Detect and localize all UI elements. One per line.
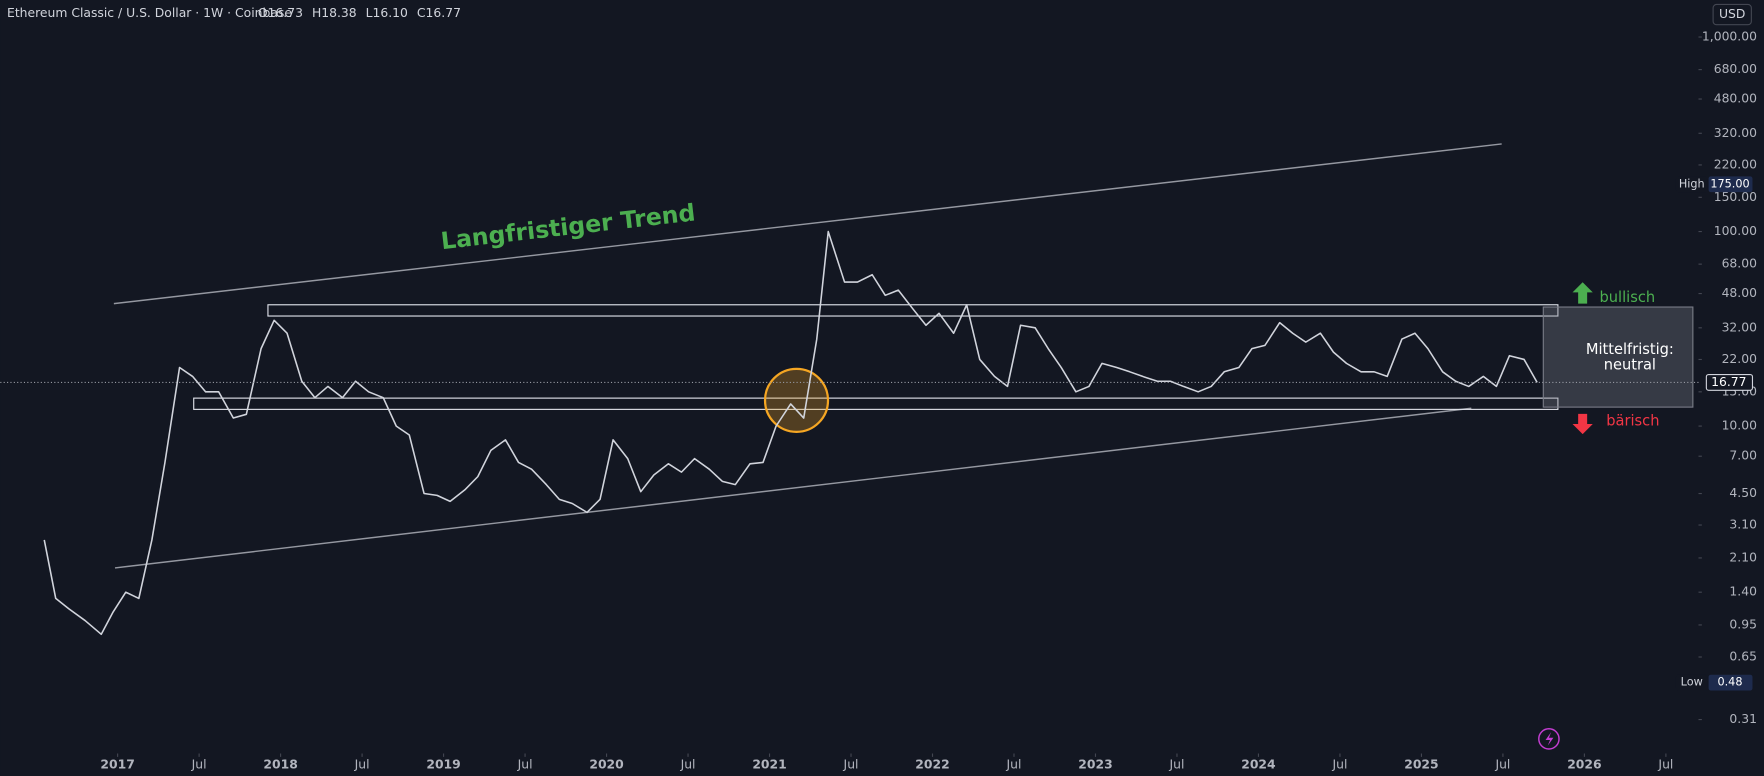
neutral-label: Mittelfristig: [1586, 341, 1674, 358]
x-tick-label: Jul [843, 757, 859, 771]
alert-icon[interactable] [1538, 728, 1560, 750]
x-tick-label: Jul [354, 757, 370, 771]
ohlc-value: 16.10 [373, 6, 409, 20]
ohlc-value: 16.73 [268, 6, 303, 20]
x-tick-label: 2023 [1078, 757, 1112, 771]
x-tick-label: Jul [191, 757, 207, 771]
x-tick-label: 2018 [263, 757, 297, 771]
x-tick-label: Jul [1331, 757, 1347, 771]
x-tick-label: 2021 [752, 757, 786, 771]
y-tick-label: 48.00 [1722, 286, 1758, 300]
ohlc-value: 18.38 [321, 6, 357, 20]
symbol-title: Ethereum Classic / U.S. Dollar · 1W · Co… [7, 6, 292, 20]
y-tick-label: 22.00 [1722, 352, 1758, 366]
ohlc-name: O [258, 6, 268, 20]
x-tick-label: Jul [1006, 757, 1022, 771]
y-tick-label: 10.00 [1722, 419, 1758, 433]
ohlc-value: 16.77 [426, 6, 461, 20]
last-price-tag [1705, 373, 1754, 391]
y-tick-label: 150.00 [1714, 190, 1757, 204]
y-tick-label: 1,000.00 [1702, 30, 1757, 44]
x-tick-label: 2024 [1241, 757, 1276, 771]
lower-trend-line [114, 407, 1472, 569]
bearish-label: bärisch [1606, 413, 1659, 430]
ohlc-name: C [417, 6, 426, 20]
neutral-label: neutral [1604, 357, 1656, 374]
marker-name-tag [1675, 674, 1708, 691]
price-line [43, 230, 1538, 636]
x-tick-label: Jul [680, 757, 696, 771]
ohlc-legend: O 16.73 H 18.38 L 16.10 C 16.77 [258, 6, 461, 20]
up-arrow [1572, 282, 1593, 304]
ohlc-name: L [366, 6, 373, 20]
y-tick-label: 32.00 [1722, 320, 1758, 334]
x-tick-label: Jul [1657, 757, 1673, 771]
marker-name: Low [1681, 676, 1703, 689]
marker-name: High [1679, 177, 1705, 190]
resistance-zone [267, 304, 1559, 317]
x-tick-label: Jul [517, 757, 533, 771]
y-tick-label: 0.95 [1729, 617, 1757, 631]
marker-value: 0.48 [1717, 676, 1742, 689]
y-tick-label: 68.00 [1722, 257, 1758, 271]
y-tick-label: 2.10 [1729, 550, 1757, 564]
x-tick-label: 2026 [1567, 757, 1601, 771]
ohlc-name: H [312, 6, 321, 20]
x-tick-label: 2020 [589, 757, 624, 771]
y-tick-label: 7.00 [1729, 449, 1757, 463]
marker-value: 175.00 [1710, 177, 1749, 190]
upper-trend-line [113, 143, 1502, 305]
bullish-label: bullisch [1600, 289, 1656, 306]
x-tick-label: 2022 [915, 757, 949, 771]
y-tick-label: 0.65 [1729, 650, 1757, 664]
y-tick-label: 3.10 [1729, 518, 1757, 532]
y-tick-label: 680.00 [1714, 62, 1757, 76]
alert-bolt [1545, 732, 1554, 746]
x-tick-label: 2017 [100, 757, 134, 771]
breakout-circle [763, 367, 830, 433]
y-tick-label: 4.50 [1729, 486, 1757, 500]
marker-value-tag [1708, 674, 1753, 691]
currency: USD [1719, 7, 1745, 21]
support-zone [193, 397, 1559, 410]
last-price-label: 16.77 [1711, 375, 1746, 389]
x-tick-label: 2019 [426, 757, 460, 771]
marker-name-tag [1675, 176, 1708, 193]
down-arrow [1572, 413, 1593, 435]
y-tick-label: 0.31 [1729, 712, 1757, 726]
y-tick-label: 320.00 [1714, 126, 1757, 140]
x-tick-label: 2025 [1404, 757, 1438, 771]
neutral-box [1542, 306, 1694, 408]
marker-value-tag [1708, 176, 1753, 193]
y-tick-label: 480.00 [1714, 92, 1757, 106]
y-tick-label: 1.40 [1729, 585, 1757, 599]
y-tick-label: 100.00 [1714, 224, 1757, 238]
x-tick-label: Jul [1169, 757, 1185, 771]
x-tick-label: Jul [1494, 757, 1510, 771]
y-tick-label: 220.00 [1714, 157, 1757, 171]
currency-box [1712, 3, 1752, 26]
